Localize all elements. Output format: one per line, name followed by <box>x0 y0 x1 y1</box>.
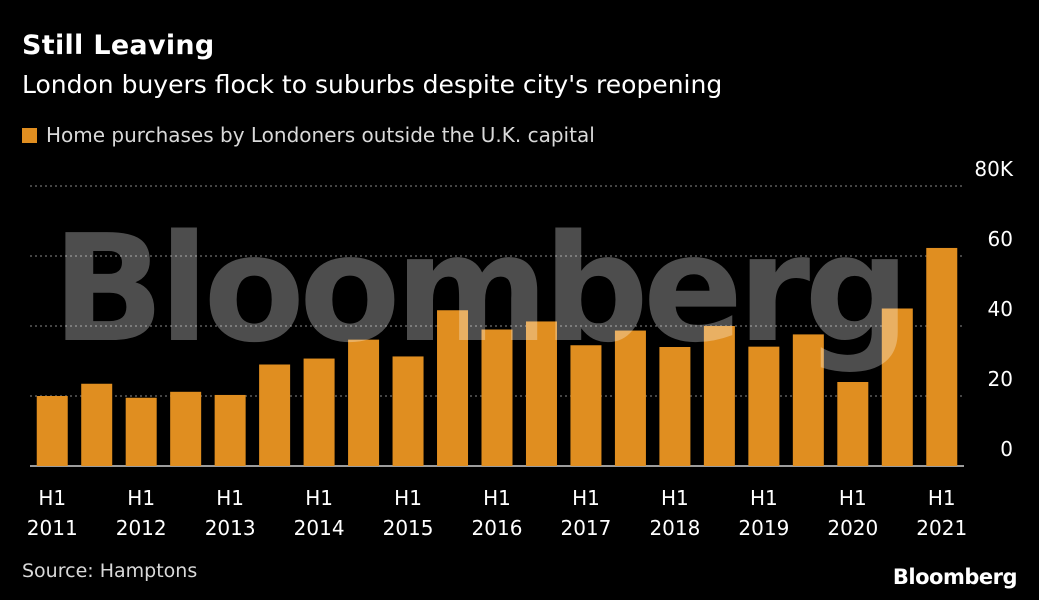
bar <box>837 382 869 466</box>
bar <box>748 346 780 466</box>
x-tick-label-year: 2021 <box>916 516 967 540</box>
bar <box>348 339 380 466</box>
y-tick-label: 0 <box>1000 437 1013 461</box>
x-tick-label-year: 2011 <box>27 516 78 540</box>
bloomberg-logo: Bloomberg <box>892 565 1018 589</box>
x-tick-label-half: H1 <box>38 486 66 510</box>
bar <box>259 364 291 466</box>
x-tick: H1 2020 <box>827 486 878 540</box>
bar <box>614 330 646 466</box>
legend: Home purchases by Londoners outside the … <box>22 123 595 147</box>
x-tick-label-half: H1 <box>928 486 956 510</box>
x-tick-label-year: 2016 <box>472 516 523 540</box>
chart-title: Still Leaving <box>22 30 215 61</box>
y-tick-label: 80K <box>974 157 1013 181</box>
x-tick-label-half: H1 <box>483 486 511 510</box>
x-axis-ticks: H1 2011 H1 2012 H1 2013 H1 2014 H1 2015 H1 2016 H1 20… <box>27 486 967 540</box>
x-tick-label-year: 2018 <box>649 516 700 540</box>
bars <box>36 247 958 466</box>
bar <box>881 308 913 466</box>
x-tick: H1 2018 <box>649 486 700 540</box>
x-tick: H1 2011 <box>27 486 78 540</box>
x-tick: H1 2019 <box>738 486 789 540</box>
x-tick-label-year: 2020 <box>827 516 878 540</box>
bar <box>125 397 157 466</box>
x-tick: H1 2021 <box>916 486 967 540</box>
bar <box>481 329 513 466</box>
x-tick: H1 2016 <box>472 486 523 540</box>
x-tick-label-half: H1 <box>394 486 422 510</box>
x-tick-label-year: 2017 <box>560 516 611 540</box>
bar <box>36 396 68 466</box>
bar <box>792 334 824 466</box>
chart-subtitle: London buyers flock to suburbs despite c… <box>22 70 723 99</box>
bar <box>170 391 202 466</box>
y-tick-label: 40 <box>988 297 1013 321</box>
legend-label: Home purchases by Londoners outside the … <box>46 123 595 147</box>
x-tick-label-year: 2012 <box>116 516 167 540</box>
bar <box>392 356 424 466</box>
x-tick-label-half: H1 <box>572 486 600 510</box>
x-tick-label-half: H1 <box>839 486 867 510</box>
bar <box>303 358 335 466</box>
x-tick-label-half: H1 <box>216 486 244 510</box>
bar <box>570 345 602 466</box>
bar <box>926 247 958 466</box>
x-tick-label-year: 2014 <box>294 516 345 540</box>
x-tick: H1 2017 <box>560 486 611 540</box>
bar <box>703 326 735 466</box>
legend-swatch <box>22 127 37 143</box>
x-tick-label-year: 2015 <box>383 516 434 540</box>
x-tick: H1 2012 <box>116 486 167 540</box>
x-tick-label-year: 2013 <box>205 516 256 540</box>
bar <box>659 347 691 466</box>
y-axis-ticks: 0 20 40 60 80K <box>974 157 1013 461</box>
bar <box>81 383 113 466</box>
bar <box>437 310 469 466</box>
x-tick-label-half: H1 <box>305 486 333 510</box>
bar <box>525 321 557 466</box>
y-tick-label: 20 <box>988 367 1013 391</box>
x-tick-label-half: H1 <box>127 486 155 510</box>
x-tick-label-half: H1 <box>750 486 778 510</box>
x-tick: H1 2013 <box>205 486 256 540</box>
bar <box>214 394 246 466</box>
source-note: Source: Hamptons <box>22 560 198 582</box>
x-tick: H1 2014 <box>294 486 345 540</box>
x-tick-label-half: H1 <box>661 486 689 510</box>
y-tick-label: 60 <box>988 227 1013 251</box>
bloomberg-watermark: Bloomberg <box>52 203 904 375</box>
x-tick-label-year: 2019 <box>738 516 789 540</box>
x-tick: H1 2015 <box>383 486 434 540</box>
